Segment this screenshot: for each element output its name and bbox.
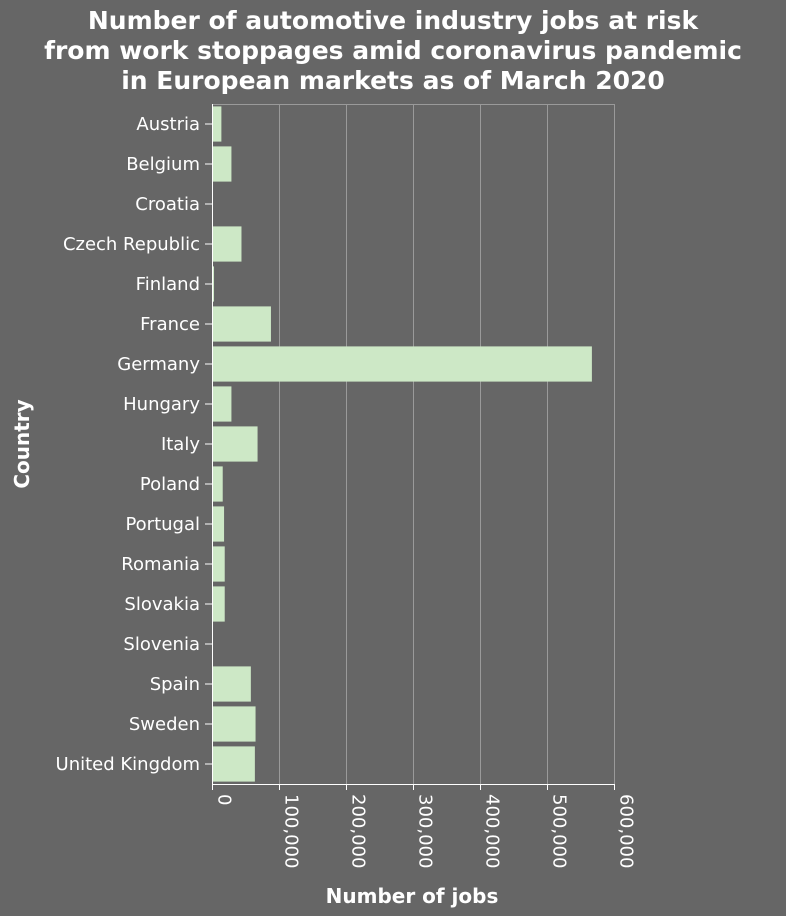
- bar-sweden: [213, 706, 256, 742]
- x-tick-label: 0: [214, 794, 235, 805]
- x-axis-title: Number of jobs: [326, 884, 499, 908]
- chart-title-line-2: from work stoppages amid coronavirus pan…: [44, 36, 742, 65]
- bar-finland: [213, 266, 215, 302]
- bar-germany: [213, 346, 592, 382]
- bar-italy: [213, 426, 258, 462]
- y-tick-label: Spain: [150, 674, 200, 695]
- bar-spain: [213, 666, 251, 702]
- bar-romania: [213, 546, 225, 582]
- x-tick-label: 100,000: [281, 794, 302, 868]
- x-tick-label: 300,000: [415, 794, 436, 868]
- y-tick-label: France: [140, 314, 200, 335]
- y-tick-label: Romania: [121, 554, 200, 575]
- bar-austria: [213, 106, 222, 142]
- bar-belgium: [213, 146, 232, 182]
- x-tick-label: 600,000: [616, 794, 637, 868]
- bars: [213, 106, 592, 782]
- y-tick-label: Hungary: [123, 394, 200, 415]
- y-tick-label: Poland: [140, 474, 200, 495]
- bar-czech-republic: [213, 226, 242, 262]
- bar-slovakia: [213, 586, 225, 622]
- y-tick-label: Slovenia: [123, 634, 200, 655]
- grid-lines: [212, 104, 615, 784]
- y-tick-label: Belgium: [126, 154, 200, 175]
- y-tick-label: Czech Republic: [63, 234, 200, 255]
- y-tick-label: Croatia: [135, 194, 200, 215]
- chart-title-line-1: Number of automotive industry jobs at ri…: [87, 6, 699, 35]
- bar-france: [213, 306, 271, 342]
- y-axis-title: Country: [10, 399, 34, 488]
- x-tick-label: 500,000: [549, 794, 570, 868]
- x-axis: 0 100,000 200,000 300,000 400,000 500,000 600,…: [212, 784, 637, 868]
- bar-poland: [213, 466, 223, 502]
- bar-united-kingdom: [213, 746, 255, 782]
- y-tick-label: Austria: [136, 114, 200, 135]
- y-tick-label: Germany: [117, 354, 200, 375]
- y-axis: Austria Belgium Croatia Czech Republic Finla…: [56, 104, 213, 784]
- y-tick-label: Italy: [161, 434, 200, 455]
- y-tick-label: Sweden: [129, 714, 200, 735]
- bar-portugal: [213, 506, 225, 542]
- y-tick-label: Slovakia: [124, 594, 200, 615]
- y-tick-label: Portugal: [125, 514, 200, 535]
- x-tick-label: 400,000: [482, 794, 503, 868]
- chart-title-line-3: in European markets as of March 2020: [121, 66, 665, 95]
- x-tick-label: 200,000: [348, 794, 369, 868]
- y-tick-label: Finland: [136, 274, 200, 295]
- bar-hungary: [213, 386, 232, 422]
- y-tick-label: United Kingdom: [56, 754, 200, 775]
